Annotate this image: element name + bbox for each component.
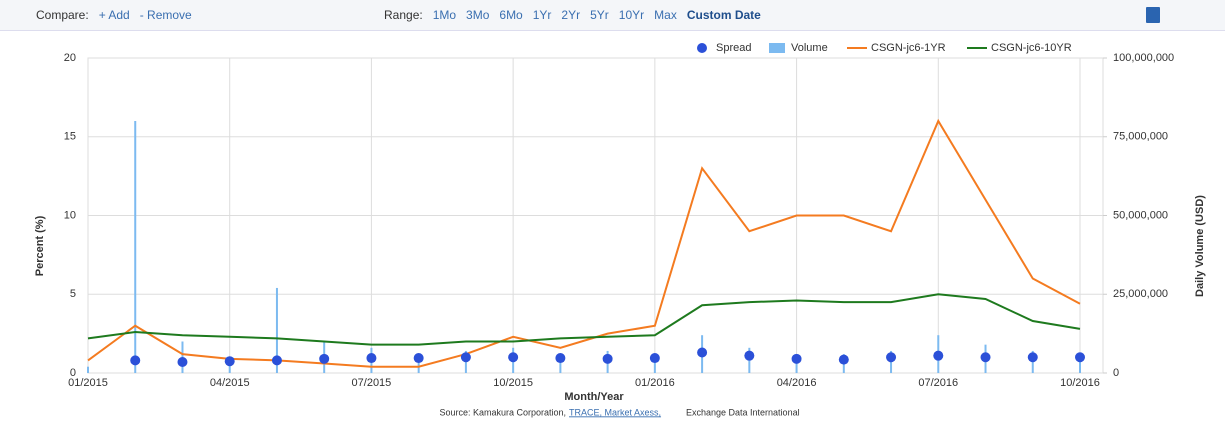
y-axis-title: Percent (%) — [34, 215, 46, 276]
volume-bar — [559, 354, 562, 373]
range-group: Range: 1Mo 3Mo 6Mo 1Yr 2Yr 5Yr 10Yr Max Custom … — [384, 8, 771, 22]
custom-date-button[interactable]: Custom Date — [686, 8, 761, 22]
source-text: Exchange Data International — [686, 407, 800, 417]
spread-dot — [271, 355, 282, 366]
y-tick-label: 10 — [64, 209, 76, 221]
x-tick-label: 04/2016 — [777, 377, 817, 389]
legend-label: CSGN-jc6-10YR — [991, 42, 1072, 54]
x-tick-label: 10/2016 — [1060, 377, 1100, 389]
add-button[interactable]: + Add — [98, 8, 130, 22]
spread-dot — [744, 350, 755, 361]
source-link[interactable]: TRACE, Market Axess, — [569, 407, 661, 417]
spread-dot — [1075, 352, 1085, 363]
legend-label: CSGN-jc6-1YR — [871, 42, 946, 54]
x-tick-label: 07/2015 — [352, 377, 392, 389]
x-tick-label: 07/2016 — [918, 377, 958, 389]
spread-dot — [791, 353, 802, 364]
line-series — [87, 118, 1081, 368]
range-option[interactable]: 5Yr — [590, 8, 609, 22]
spread-dot — [177, 356, 188, 367]
volume-bar — [1079, 354, 1081, 373]
y2-tick-label: 50,000,000 — [1113, 209, 1168, 221]
spread-dot — [413, 353, 424, 364]
range-label: Range: — [384, 8, 423, 22]
legend-label: Volume — [791, 42, 828, 54]
chart: Percent (%) Daily Volume (USD) Month/Yea… — [34, 42, 1206, 417]
legend-label: Spread — [716, 42, 751, 54]
spread-dot — [886, 352, 897, 363]
volume-bar — [134, 121, 137, 373]
volume-bar — [653, 357, 656, 373]
range-option[interactable]: 10Yr — [618, 8, 645, 22]
spread-dot — [980, 352, 991, 363]
y-tick-label: 0 — [70, 367, 76, 379]
spread-dot — [649, 353, 660, 364]
legend-symbol — [697, 43, 707, 53]
spread-dot — [1027, 352, 1038, 363]
range-option[interactable]: 6Mo — [499, 8, 523, 22]
toolbar: Compare: + Add - Remove Range: 1Mo 3Mo 6Mo… — [0, 0, 1225, 31]
range-options: 1Mo 3Mo 6Mo 1Yr 2Yr 5Yr 10Yr Max — [433, 8, 687, 22]
spread-dot — [508, 352, 519, 363]
x-tick-label: 04/2015 — [210, 377, 250, 389]
y2-axis-title: Daily Volume (USD) — [1194, 195, 1206, 297]
spread-dot — [224, 356, 235, 367]
range-option[interactable]: 1Yr — [532, 8, 552, 22]
remove-button[interactable]: - Remove — [139, 8, 192, 22]
y2-tick-label: 25,000,000 — [1113, 288, 1168, 300]
range-option[interactable]: Max — [654, 8, 677, 22]
spread-dot — [838, 354, 849, 365]
legend-symbol — [769, 43, 785, 53]
line-series — [87, 293, 1081, 346]
x-tick-label: 01/2016 — [635, 377, 675, 389]
compare-group: Compare: + Add - Remove — [36, 8, 202, 22]
save-icon[interactable] — [1146, 7, 1160, 23]
volume-bar — [417, 354, 420, 373]
x-tick-label: 10/2015 — [493, 377, 533, 389]
spread-dot — [555, 353, 566, 364]
spread-dot — [602, 353, 613, 364]
y2-tick-label: 0 — [1113, 367, 1119, 379]
spread-dot — [366, 353, 377, 364]
y-tick-label: 5 — [70, 288, 76, 300]
volume-bar — [275, 287, 278, 373]
y2-tick-label: 100,000,000 — [1113, 52, 1174, 64]
spread-dot — [130, 355, 141, 366]
range-option[interactable]: 3Mo — [466, 8, 490, 22]
spread-dot — [933, 350, 944, 361]
range-option[interactable]: 2Yr — [561, 8, 581, 22]
spread-dot — [697, 347, 708, 358]
volume-bar — [87, 366, 89, 373]
spread-dot — [460, 352, 471, 363]
y2-tick-label: 75,000,000 — [1113, 131, 1168, 143]
x-axis-title: Month/Year — [564, 391, 624, 403]
y-tick-label: 20 — [64, 52, 76, 64]
y-tick-label: 15 — [64, 131, 76, 143]
source-text: Source: Kamakura Corporation, — [439, 407, 566, 417]
spread-dot — [319, 353, 330, 364]
compare-label: Compare: — [36, 8, 89, 22]
x-tick-label: 01/2015 — [68, 377, 108, 389]
range-option[interactable]: 1Mo — [432, 8, 457, 22]
